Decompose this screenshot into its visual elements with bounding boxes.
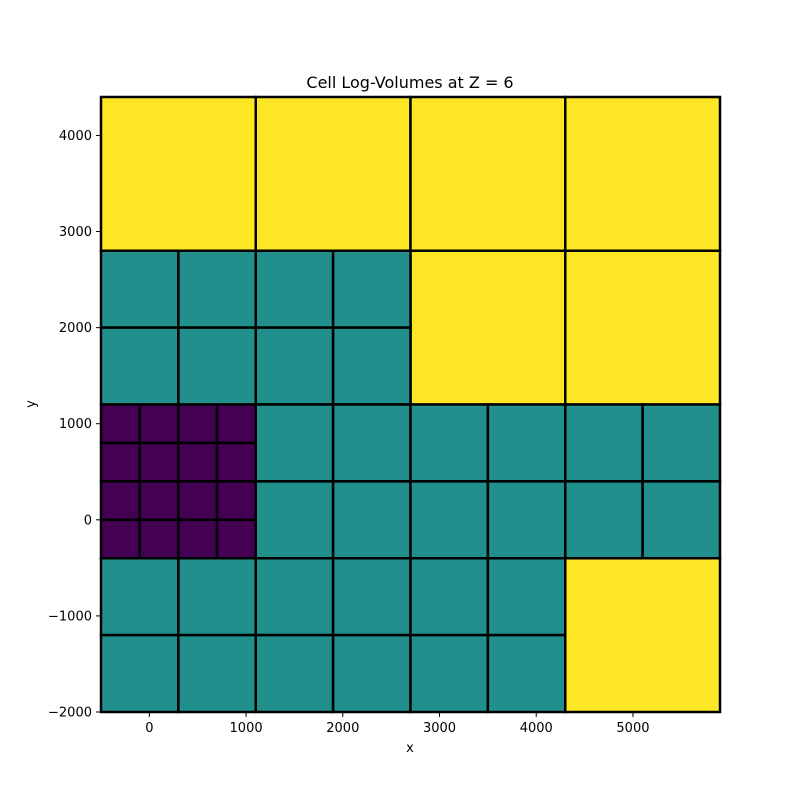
cell-low-49 — [177, 480, 219, 522]
y-tick-label: 3000 — [59, 225, 92, 240]
cell-mid-21 — [254, 480, 335, 560]
plot-frame — [100, 96, 721, 713]
cell-mid-25 — [564, 480, 644, 560]
cell-low-51 — [99, 518, 141, 560]
cell-mid-32 — [486, 557, 567, 637]
cell-mid-18 — [486, 403, 567, 483]
cell-mid-23 — [409, 480, 490, 560]
cell-low-44 — [138, 441, 180, 483]
y-tick-label: 1000 — [59, 417, 92, 432]
cell-mid-12 — [177, 326, 257, 406]
cell-low-47 — [99, 480, 141, 522]
y-tick-label: 0 — [84, 513, 92, 528]
x-tick-label: 0 — [145, 721, 153, 736]
cell-high-4 — [409, 249, 567, 406]
y-axis: −2000 −1000 0 1000 2000 3000 4000 — [48, 129, 101, 721]
cell-mid-20 — [641, 403, 722, 483]
y-tick-label: −2000 — [48, 706, 92, 721]
cell-mid-7 — [99, 249, 180, 329]
cell-high-5 — [564, 249, 722, 406]
cell-mid-31 — [409, 557, 490, 637]
x-axis: 0 1000 2000 3000 4000 5000 — [145, 712, 650, 736]
cell-mid-34 — [177, 633, 257, 714]
cell-low-40 — [138, 403, 180, 445]
cell-mid-11 — [99, 326, 180, 406]
cell-high-6 — [564, 557, 722, 714]
cell-low-43 — [99, 441, 141, 483]
x-tick-label: 5000 — [616, 721, 649, 736]
cell-low-48 — [138, 480, 180, 522]
cell-mid-15 — [254, 403, 335, 483]
cell-low-41 — [177, 403, 219, 445]
cell-mid-10 — [331, 249, 412, 329]
cell-mid-28 — [177, 557, 257, 637]
y-tick-label: 2000 — [59, 321, 92, 336]
x-tick-label: 4000 — [520, 721, 553, 736]
cell-mid-33 — [99, 633, 180, 714]
cell-mid-36 — [331, 633, 412, 714]
x-axis-label: x — [406, 741, 414, 756]
y-tick-label: −1000 — [48, 609, 92, 624]
cell-high-3 — [564, 95, 722, 252]
cell-high-0 — [99, 95, 257, 252]
cell-mid-8 — [177, 249, 257, 329]
x-tick-label: 1000 — [230, 721, 263, 736]
cell-mid-38 — [486, 633, 567, 714]
cell-low-42 — [215, 403, 257, 445]
cell-low-46 — [215, 441, 257, 483]
cell-mid-16 — [331, 403, 412, 483]
cell-mid-26 — [641, 480, 722, 560]
cell-mid-35 — [254, 633, 335, 714]
cell-mid-30 — [331, 557, 412, 637]
cell-high-1 — [254, 95, 412, 252]
cell-mid-27 — [99, 557, 180, 637]
cell-mid-9 — [254, 249, 335, 329]
cell-low-52 — [138, 518, 180, 560]
cell-low-45 — [177, 441, 219, 483]
cell-mid-24 — [486, 480, 567, 560]
cell-low-54 — [215, 518, 257, 560]
cell-low-53 — [177, 518, 219, 560]
chart-title: Cell Log-Volumes at Z = 6 — [306, 73, 513, 92]
cell-mid-22 — [331, 480, 412, 560]
y-tick-label: 4000 — [59, 129, 92, 144]
cell-low-50 — [215, 480, 257, 522]
cell-low-39 — [99, 403, 141, 445]
y-axis-label: y — [24, 400, 39, 408]
cell-mid-14 — [331, 326, 412, 406]
cell-mid-13 — [254, 326, 335, 406]
x-tick-label: 3000 — [423, 721, 456, 736]
x-tick-label: 2000 — [326, 721, 359, 736]
cell-mid-37 — [409, 633, 490, 714]
cell-mid-29 — [254, 557, 335, 637]
cell-high-2 — [409, 95, 567, 252]
cells-layer — [99, 95, 722, 714]
cell-mid-17 — [409, 403, 490, 483]
cell-mid-19 — [564, 403, 644, 483]
